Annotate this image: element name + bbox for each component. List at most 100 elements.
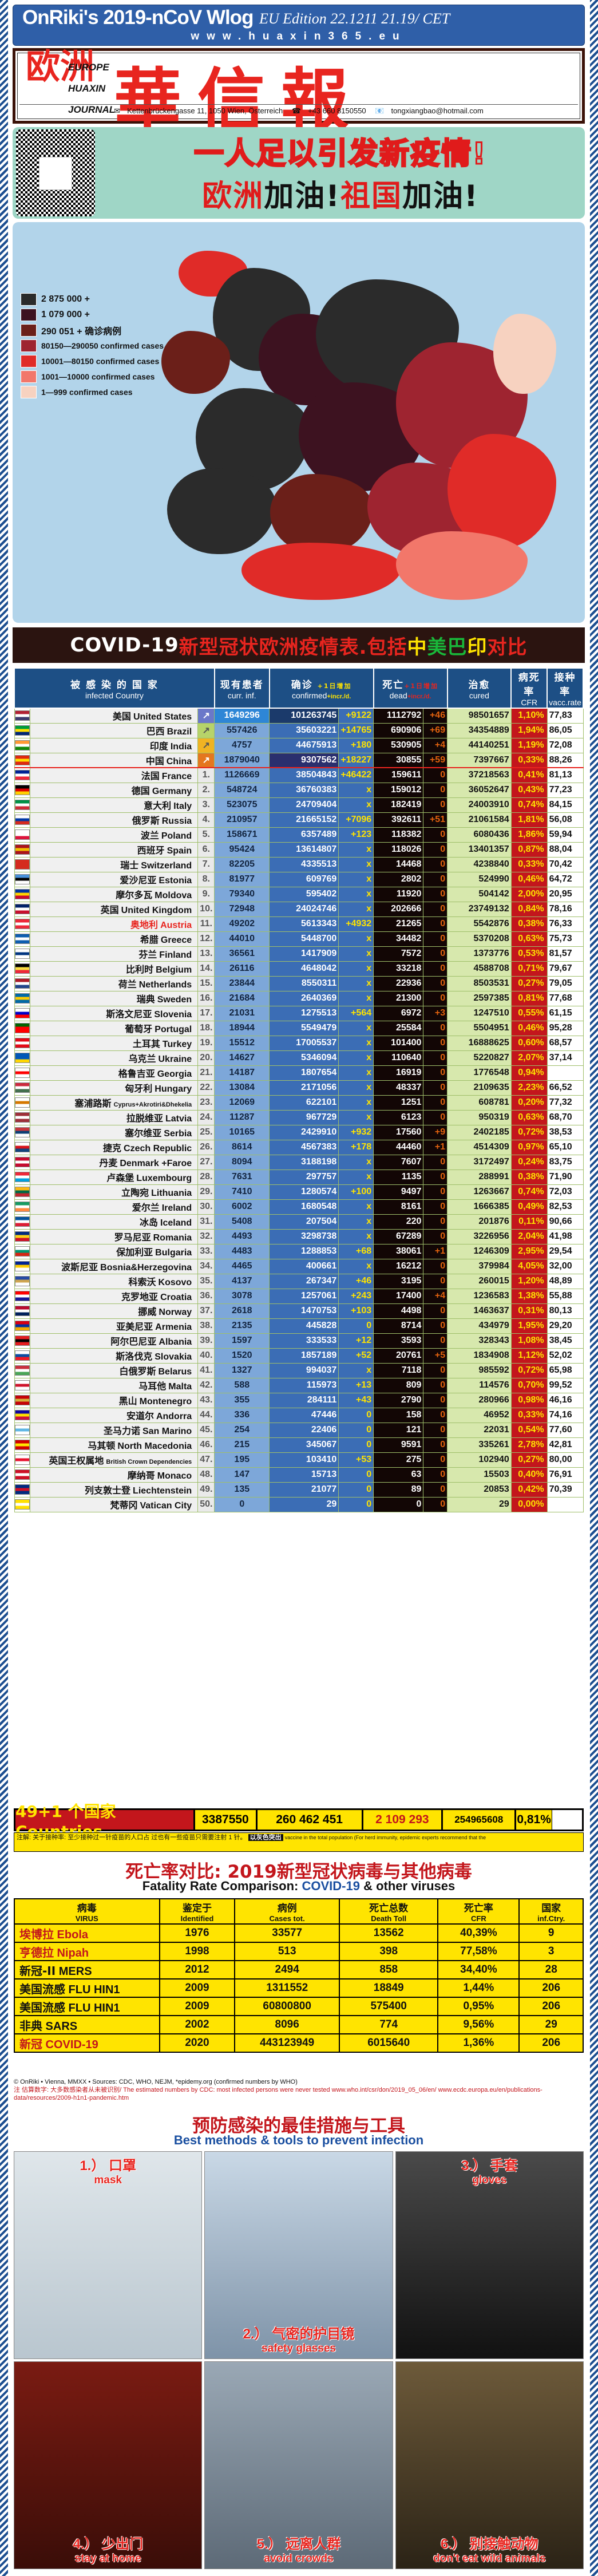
- table-row[interactable]: 摩尔多瓦 Moldova 9. 79340 595402 x 11920 0 504142 2,0…: [14, 886, 584, 902]
- country-name[interactable]: 斯洛伐克 Slovakia: [30, 1348, 199, 1364]
- country-name[interactable]: 梵蒂冈 Vatican City: [30, 1496, 199, 1512]
- country-name[interactable]: 斯洛文尼亚 Slovenia: [30, 1005, 199, 1021]
- table-row[interactable]: 印度 India ↗ 4757 44675913 +180 530905 +4 44140251…: [14, 737, 584, 753]
- country-name[interactable]: 捷克 Czech Republic: [30, 1139, 199, 1155]
- country-name[interactable]: 克罗地亚 Croatia: [30, 1288, 199, 1304]
- country-name[interactable]: 瑞典 Sweden: [30, 990, 199, 1006]
- country-name[interactable]: 匈牙利 Hungary: [30, 1080, 199, 1096]
- table-row[interactable]: 黑山 Montenegro 43. 355 284111 +43 2790 0 280966 0,…: [14, 1392, 584, 1408]
- table-row[interactable]: 梵蒂冈 Vatican City 50. 0 29 0 0 0 29 0,00%: [14, 1496, 584, 1512]
- table-row[interactable]: 波兰 Poland 5. 158671 6357489 +123 118382 0 608043…: [14, 827, 584, 843]
- table-row[interactable]: 斯洛文尼亚 Slovenia 17. 21031 1275513 +564 6972 +3 12…: [14, 1005, 584, 1021]
- country-name[interactable]: 荷兰 Netherlands: [30, 975, 199, 991]
- country-name[interactable]: 摩尔多瓦 Moldova: [30, 886, 199, 902]
- table-row[interactable]: 摩纳哥 Monaco 48. 147 15713 0 63 0 15503 0,40% 76,91: [14, 1467, 584, 1483]
- table-row[interactable]: 西班牙 Spain 6. 95424 13614807 x 118026 0 13401357 0…: [14, 841, 584, 858]
- table-row[interactable]: 马其顿 North Macedonia 46. 215 345067 0 9591 0 3352…: [14, 1437, 584, 1453]
- country-name[interactable]: 卢森堡 Luxembourg: [30, 1169, 199, 1185]
- masthead-email[interactable]: tongxiangbao@hotmail.com: [391, 106, 484, 115]
- wlog-url[interactable]: www.huaxin365.eu: [191, 30, 407, 42]
- table-row[interactable]: 斯洛伐克 Slovakia 40. 1520 1857189 +52 20761 +5 1834…: [14, 1348, 584, 1364]
- country-name[interactable]: 西班牙 Spain: [30, 841, 199, 858]
- country-name[interactable]: 巴西 Brazil: [30, 722, 199, 738]
- table-row[interactable]: 芬兰 Finland 13. 36561 1417909 x 7572 0 1373776 0,5…: [14, 946, 584, 962]
- table-row[interactable]: 圣马力诺 San Marino 45. 254 22406 0 121 0 22031 0,54%…: [14, 1422, 584, 1438]
- table-row[interactable]: 保加利亚 Bulgaria 33. 4483 1288853 +68 38061 +1 1246…: [14, 1243, 584, 1259]
- country-name[interactable]: 塞浦路斯 Cyprus+Akrotiri&Dhekelia: [30, 1095, 199, 1111]
- fatality-row[interactable]: 美国流感 FLU HIN1 2009 60800800 575400 0,95% 206: [14, 1997, 584, 2016]
- country-name[interactable]: 波斯尼亚 Bosnia&Herzegovina: [30, 1258, 199, 1274]
- country-name[interactable]: 葡萄牙 Portugal: [30, 1020, 199, 1036]
- country-name[interactable]: 黑山 Montenegro: [30, 1392, 199, 1408]
- table-row[interactable]: 意大利 Italy 3. 523075 24709404 x 182419 0 24003910…: [14, 797, 584, 813]
- country-name[interactable]: 德国 Germany: [30, 782, 199, 798]
- table-row[interactable]: 比利时 Belgium 14. 26116 4648042 x 33218 0 4588708 0…: [14, 961, 584, 977]
- table-row[interactable]: 希腊 Greece 12. 44010 5448700 x 34482 0 5370208 0,6…: [14, 931, 584, 947]
- country-name[interactable]: 奥地利 Austria: [30, 916, 199, 932]
- th-dead[interactable]: 死亡+1日增加 dead+incr./d.: [373, 667, 448, 709]
- country-name[interactable]: 俄罗斯 Russia: [30, 812, 199, 828]
- country-name[interactable]: 法国 France: [30, 767, 199, 783]
- fatality-row[interactable]: 新冠 COVID-19 2020 443123949 6015640 1,36% 206: [14, 2033, 584, 2053]
- table-row[interactable]: 巴西 Brazil ↗ 557426 35603221 +14765 690906 +69 34…: [14, 722, 584, 738]
- table-row[interactable]: 土耳其 Turkey 19. 15512 17005537 x 101400 0 1688862…: [14, 1035, 584, 1051]
- country-name[interactable]: 保加利亚 Bulgaria: [30, 1243, 199, 1259]
- table-row[interactable]: 安道尔 Andorra 44. 336 47446 0 158 0 46952 0,33% 74,1…: [14, 1407, 584, 1423]
- table-row[interactable]: 法国 France 1. 1126669 38504843 +46422 159611 0 37…: [14, 767, 584, 783]
- table-row[interactable]: 中国 China ↗ 1879040 9307562 +18227 30855 +59 7397…: [14, 752, 584, 768]
- table-row[interactable]: 马耳他 Malta 42. 588 115973 +13 809 0 114576 0,70% 99…: [14, 1377, 584, 1393]
- table-row[interactable]: 波斯尼亚 Bosnia&Herzegovina 34. 4465 400661 x 1621…: [14, 1258, 584, 1274]
- th-vacc-rate[interactable]: 接种率 vacc.rate: [546, 667, 584, 709]
- country-name[interactable]: 圣马力诺 San Marino: [30, 1422, 199, 1438]
- table-row[interactable]: 立陶宛 Lithuania 29. 7410 1280574 +100 9497 0 12636…: [14, 1184, 584, 1200]
- country-name[interactable]: 比利时 Belgium: [30, 961, 199, 977]
- table-row[interactable]: 亚美尼亚 Armenia 38. 2135 445828 0 8714 0 434979 1,95…: [14, 1318, 584, 1334]
- table-row[interactable]: 乌克兰 Ukraine 20. 14627 5346094 x 110640 0 5220827…: [14, 1050, 584, 1066]
- country-name[interactable]: 中国 China: [30, 752, 199, 768]
- country-name[interactable]: 塞尔维亚 Serbia: [30, 1124, 199, 1140]
- table-row[interactable]: 瑞士 Switzerland 7. 82205 4335513 x 14468 0 423884…: [14, 856, 584, 872]
- country-name[interactable]: 亚美尼亚 Armenia: [30, 1318, 199, 1334]
- table-row[interactable]: 科索沃 Kosovo 35. 4137 267347 +46 3195 0 260015 1,20…: [14, 1273, 584, 1289]
- country-name[interactable]: 挪威 Norway: [30, 1303, 199, 1319]
- table-row[interactable]: 爱尔兰 Ireland 30. 6002 1680548 x 8161 0 1666385 0,4…: [14, 1199, 584, 1215]
- country-name[interactable]: 马耳他 Malta: [30, 1377, 199, 1393]
- country-name[interactable]: 乌克兰 Ukraine: [30, 1050, 199, 1066]
- table-row[interactable]: 英国 United Kingdom 10. 72948 24024746 x 202666 0…: [14, 901, 584, 917]
- country-name[interactable]: 希腊 Greece: [30, 931, 199, 947]
- country-name[interactable]: 格鲁吉亚 Georgia: [30, 1065, 199, 1081]
- table-row[interactable]: 挪威 Norway 37. 2618 1470753 +103 4498 0 1463637 0,…: [14, 1303, 584, 1319]
- table-row[interactable]: 拉脱维亚 Latvia 24. 11287 967729 x 6123 0 950319 0,63…: [14, 1109, 584, 1125]
- table-row[interactable]: 塞尔维亚 Serbia 25. 10165 2429910 +932 17560 +9 2402…: [14, 1124, 584, 1140]
- table-row[interactable]: 罗马尼亚 Romania 32. 4493 3298738 x 67289 0 3226956 2…: [14, 1228, 584, 1244]
- table-row[interactable]: 列支敦士登 Liechtenstein 49. 135 21077 0 89 0 20853 0,…: [14, 1481, 584, 1498]
- table-row[interactable]: 荷兰 Netherlands 15. 23844 8550311 x 22936 0 85035…: [14, 975, 584, 991]
- country-name[interactable]: 土耳其 Turkey: [30, 1035, 199, 1051]
- table-row[interactable]: 白俄罗斯 Belarus 41. 1327 994037 x 7118 0 985592 0,72…: [14, 1362, 584, 1378]
- table-row[interactable]: 瑞典 Sweden 16. 21684 2640369 x 21300 0 2597385 0,8…: [14, 990, 584, 1006]
- table-row[interactable]: 丹麦 Denmark +Faroe 27. 8094 3188198 x 7607 0 3172…: [14, 1154, 584, 1170]
- table-row[interactable]: 塞浦路斯 Cyprus+Akrotiri&Dhekelia 23. 12069 6221…: [14, 1095, 584, 1111]
- country-name[interactable]: 爱沙尼亚 Estonia: [30, 871, 199, 887]
- th-country[interactable]: 被 感 染 的 国 家 infected Country: [14, 667, 215, 709]
- country-name[interactable]: 意大利 Italy: [30, 797, 199, 813]
- table-row[interactable]: 卢森堡 Luxembourg 28. 7631 297757 x 1135 0 288991 0,…: [14, 1169, 584, 1185]
- country-name[interactable]: 波兰 Poland: [30, 827, 199, 843]
- th-current-infected[interactable]: 现有患者 curr. inf.: [213, 667, 270, 709]
- table-row[interactable]: 冰岛 Iceland 31. 5408 207504 x 220 0 201876 0,11% 90…: [14, 1214, 584, 1230]
- country-name[interactable]: 印度 India: [30, 737, 199, 753]
- country-name[interactable]: 英国 United Kingdom: [30, 901, 199, 917]
- table-row[interactable]: 德国 Germany 2. 548724 36760383 x 159012 0 3605264…: [14, 782, 584, 798]
- country-name[interactable]: 美国 United States: [30, 708, 199, 724]
- fatality-row[interactable]: 美国流感 FLU HIN1 2009 1311552 18849 1,44% 206: [14, 1978, 584, 1998]
- table-row[interactable]: 匈牙利 Hungary 22. 13084 2171056 x 48337 0 2109635 2…: [14, 1080, 584, 1096]
- table-row[interactable]: 葡萄牙 Portugal 18. 18944 5549479 x 25584 0 5504951…: [14, 1020, 584, 1036]
- qr-code[interactable]: [16, 129, 95, 216]
- country-name[interactable]: 安道尔 Andorra: [30, 1407, 199, 1423]
- table-row[interactable]: 阿尔巴尼亚 Albania 39. 1597 333533 +12 3593 0 328343 1…: [14, 1333, 584, 1349]
- country-name[interactable]: 立陶宛 Lithuania: [30, 1184, 199, 1200]
- country-name[interactable]: 科索沃 Kosovo: [30, 1273, 199, 1289]
- table-row[interactable]: 格鲁吉亚 Georgia 21. 14187 1807654 x 16919 0 1776548…: [14, 1065, 584, 1081]
- fatality-row[interactable]: 新冠-II MERS 2012 2494 858 34,40% 28: [14, 1960, 584, 1980]
- fatality-row[interactable]: 非典 SARS 2002 8096 774 9,56% 29: [14, 2015, 584, 2034]
